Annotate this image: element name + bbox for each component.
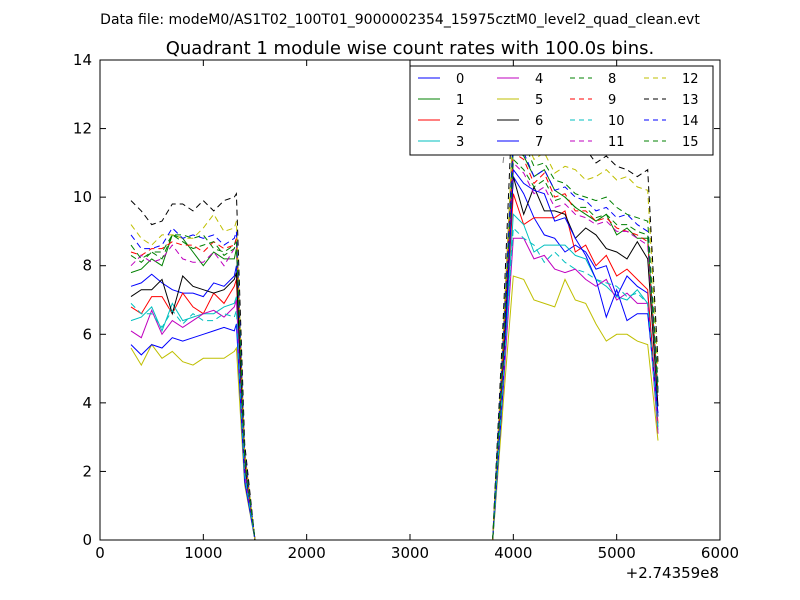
- series-line-15: [130, 158, 659, 541]
- legend-label-5: 5: [535, 93, 543, 108]
- series-line-3: [130, 213, 659, 541]
- series-line-12: [130, 120, 659, 541]
- legend-label-15: 15: [682, 135, 699, 150]
- x-tick-label: 5000: [598, 544, 636, 562]
- legend-label-14: 14: [682, 114, 699, 129]
- x-tick-label: 2000: [288, 544, 326, 562]
- series-line-8: [130, 130, 659, 541]
- y-tick-label: 12: [73, 120, 92, 138]
- plot-lines: [130, 78, 659, 541]
- series-line-10: [130, 226, 659, 541]
- x-tick-label: 6000: [701, 544, 739, 562]
- series-line-1: [130, 148, 659, 541]
- datafile-label: Data file: modeM0/AS1T02_100T01_90000023…: [100, 12, 700, 28]
- series-line-7: [130, 168, 659, 541]
- x-offset-label: +2.74359e8: [626, 564, 719, 582]
- y-tick-label: 6: [82, 325, 92, 343]
- legend-box: [409, 65, 714, 156]
- series-line-9: [130, 151, 659, 541]
- legend-label-1: 1: [456, 93, 464, 108]
- chart-title: Quadrant 1 module wise count rates with …: [166, 38, 655, 59]
- legend-label-11: 11: [608, 135, 625, 150]
- y-tick-label: 14: [73, 51, 92, 69]
- y-tick-label: 10: [73, 188, 92, 206]
- x-axis: 0 1000 2000 3000 4000 5000 6000: [95, 60, 739, 562]
- y-tick-label: 0: [82, 531, 92, 549]
- y-tick-label: 2: [82, 462, 92, 480]
- legend-label-3: 3: [456, 135, 464, 150]
- legend-label-13: 13: [682, 93, 699, 108]
- series-line-11: [130, 161, 659, 541]
- series-line-14: [130, 141, 659, 541]
- legend-label-4: 4: [535, 72, 543, 87]
- x-tick-label: 4000: [494, 544, 532, 562]
- series-line-2: [130, 193, 659, 541]
- legend-label-8: 8: [608, 72, 616, 87]
- y-tick-label: 4: [82, 394, 92, 412]
- legend-label-9: 9: [608, 93, 616, 108]
- legend-label-10: 10: [608, 114, 625, 129]
- x-tick-label: 1000: [184, 544, 222, 562]
- legend-label-6: 6: [535, 114, 543, 129]
- legend-label-2: 2: [456, 114, 464, 129]
- x-tick-label: 3000: [391, 544, 429, 562]
- y-tick-label: 8: [82, 257, 92, 275]
- series-line-5: [130, 275, 659, 541]
- legend-label-7: 7: [535, 135, 543, 150]
- x-tick-label: 0: [95, 544, 105, 562]
- legend-label-0: 0: [456, 72, 464, 87]
- series-line-4: [130, 237, 659, 541]
- legend-label-12: 12: [682, 72, 699, 87]
